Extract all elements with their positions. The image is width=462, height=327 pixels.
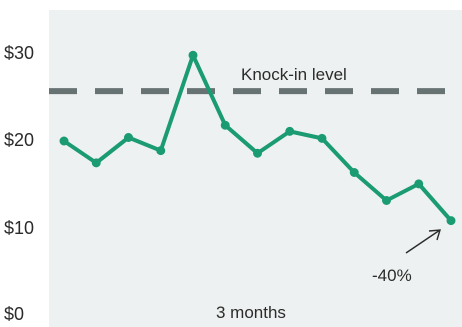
data-point xyxy=(253,148,262,158)
plot-area xyxy=(49,10,462,327)
data-point xyxy=(382,196,391,205)
change-annotation: -40% xyxy=(372,229,441,285)
annotation-arrow-head xyxy=(428,229,441,241)
data-point xyxy=(156,146,166,156)
y-tick-label-30: $30 xyxy=(4,43,34,63)
data-point xyxy=(220,120,230,130)
annotation-label: -40% xyxy=(372,266,412,285)
data-point xyxy=(124,133,133,142)
data-point xyxy=(317,133,327,143)
data-point xyxy=(446,216,456,226)
data-point xyxy=(349,168,359,177)
data-point xyxy=(285,126,295,136)
x-axis-label: 3 months xyxy=(216,303,286,322)
y-tick-label-20: $20 xyxy=(4,130,34,150)
knock-in-level-label: Knock-in level xyxy=(241,65,347,84)
data-point xyxy=(91,158,101,168)
data-point xyxy=(188,50,198,60)
annotation-arrow-shaft xyxy=(405,229,441,254)
y-tick-label-0: $0 xyxy=(4,304,24,324)
data-point xyxy=(414,179,424,189)
y-axis: $0 $10 $20 $30 xyxy=(4,43,34,324)
y-tick-label-10: $10 xyxy=(4,218,34,238)
price-series-points xyxy=(59,50,456,226)
data-point xyxy=(59,136,69,146)
